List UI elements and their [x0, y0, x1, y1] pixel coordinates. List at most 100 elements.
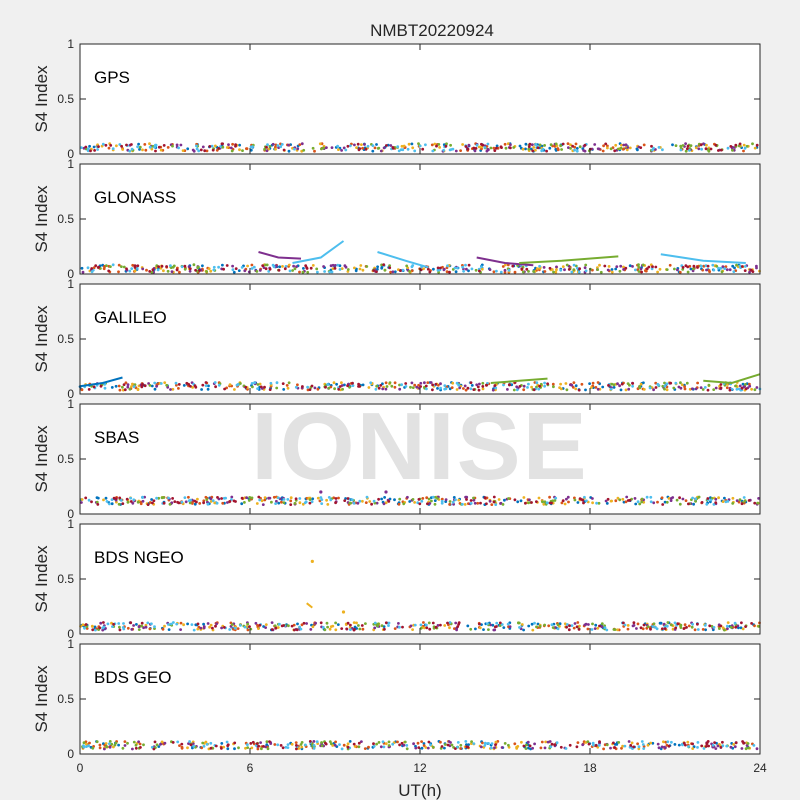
data-point [217, 147, 221, 150]
data-point [465, 745, 469, 749]
data-point [615, 265, 619, 268]
data-point [288, 269, 292, 273]
data-point [714, 497, 718, 501]
data-point [258, 623, 262, 627]
data-point [712, 626, 716, 629]
data-point [204, 381, 208, 384]
data-point [298, 143, 302, 147]
data-point [356, 501, 360, 505]
data-point [527, 501, 530, 505]
data-point [534, 142, 537, 146]
data-point [443, 387, 447, 391]
data-point [642, 388, 646, 391]
data-point [591, 741, 595, 745]
data-point [740, 747, 744, 750]
data-point [472, 742, 476, 745]
data-point [200, 388, 204, 391]
data-point [584, 263, 588, 267]
data-point [520, 267, 524, 271]
data-point [209, 746, 213, 750]
data-point [670, 623, 673, 627]
data-point [348, 385, 351, 389]
data-point [128, 269, 132, 273]
data-point [186, 147, 190, 151]
data-point [275, 386, 279, 390]
data-point [569, 147, 572, 150]
data-point [355, 146, 358, 150]
data-point [696, 266, 699, 269]
data-point [238, 148, 241, 152]
data-point [642, 747, 646, 750]
data-point [474, 147, 478, 150]
data-point [637, 745, 641, 749]
data-point [156, 268, 160, 272]
data-point [575, 745, 579, 749]
data-point [748, 384, 752, 388]
data-point [636, 742, 639, 746]
data-point [367, 386, 371, 389]
data-point [283, 267, 287, 271]
data-point [303, 501, 307, 505]
data-point [691, 622, 694, 626]
data-point [503, 142, 507, 146]
data-point [737, 387, 741, 391]
data-point [308, 501, 312, 505]
data-point [80, 498, 84, 501]
data-point [461, 502, 464, 506]
data-point [375, 143, 378, 146]
data-point [151, 501, 154, 505]
data-point [584, 388, 587, 392]
data-point [591, 501, 594, 505]
data-point [495, 269, 498, 273]
data-point [439, 386, 442, 390]
data-point [470, 267, 474, 271]
data-point [626, 624, 630, 627]
data-point [233, 626, 237, 630]
data-point [507, 268, 511, 272]
data-point [137, 740, 141, 744]
data-point [735, 499, 739, 502]
data-point [146, 503, 150, 506]
data-point [633, 497, 637, 500]
data-point [573, 145, 577, 149]
data-point [245, 147, 248, 151]
data-point [604, 499, 608, 503]
data-point [383, 268, 387, 272]
data-point [740, 502, 744, 506]
data-point [148, 384, 152, 387]
data-point [639, 626, 643, 630]
data-point [492, 495, 496, 499]
data-point [166, 146, 170, 149]
data-point [267, 496, 270, 500]
data-point [326, 383, 330, 386]
data-point [425, 496, 429, 500]
data-point [676, 268, 679, 272]
data-point [546, 382, 549, 386]
data-point [674, 626, 678, 630]
data-point [479, 745, 483, 749]
data-point [162, 269, 165, 273]
data-point [332, 496, 336, 500]
data-point [527, 147, 531, 151]
data-point [559, 268, 563, 272]
data-point [169, 622, 173, 626]
data-point [518, 626, 521, 629]
data-point [708, 624, 712, 628]
data-point [609, 746, 612, 750]
series-arc [79, 376, 123, 388]
data-point [566, 623, 569, 626]
data-point [196, 622, 200, 626]
data-point [491, 388, 495, 392]
data-point [355, 621, 358, 625]
data-point [96, 148, 99, 151]
data-point [236, 383, 240, 386]
data-point [177, 146, 181, 150]
data-point [295, 744, 298, 747]
data-point [141, 267, 145, 271]
data-point [670, 740, 673, 744]
data-point [287, 143, 290, 147]
data-point [596, 381, 600, 384]
series-arc [306, 602, 313, 609]
data-point [384, 621, 388, 625]
data-point [671, 496, 675, 499]
